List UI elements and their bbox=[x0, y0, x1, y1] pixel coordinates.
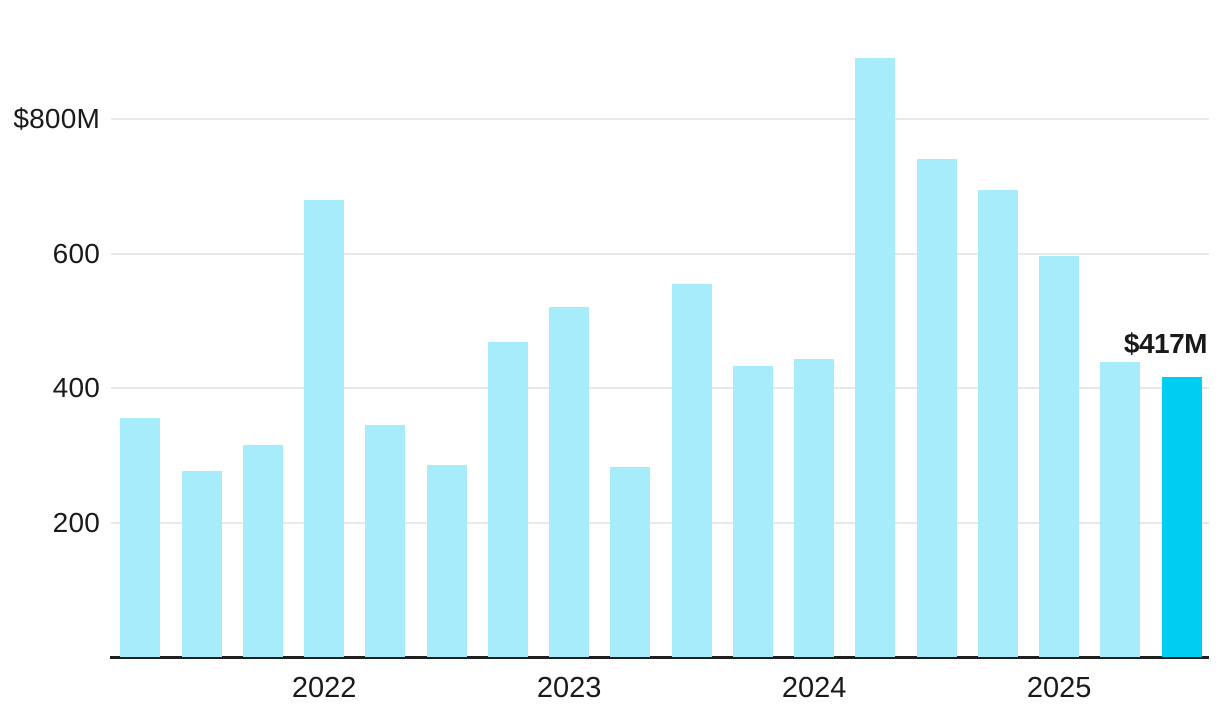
bar bbox=[1039, 256, 1080, 657]
y-axis-tick-label: 200 bbox=[52, 506, 100, 538]
bar bbox=[426, 464, 467, 657]
x-axis-line bbox=[110, 655, 1209, 659]
x-axis-tick-label: 2023 bbox=[536, 672, 602, 704]
gridline bbox=[111, 252, 1209, 255]
gridline bbox=[111, 387, 1209, 389]
gridline bbox=[111, 118, 1209, 120]
bar bbox=[487, 342, 528, 657]
y-axis-tick-label: $800M bbox=[13, 103, 100, 134]
gridline bbox=[111, 521, 1209, 524]
x-axis-tick-label: 2022 bbox=[291, 672, 357, 704]
bar bbox=[977, 190, 1018, 657]
bar bbox=[365, 424, 406, 657]
bar bbox=[671, 284, 712, 657]
bar bbox=[304, 199, 345, 657]
highlight-value-label: $417M bbox=[1123, 328, 1208, 359]
bar bbox=[916, 159, 957, 657]
bar bbox=[120, 418, 161, 657]
bar bbox=[732, 365, 773, 657]
bar bbox=[794, 359, 835, 657]
bar-highlighted bbox=[1161, 376, 1202, 657]
y-axis-tick-label: 600 bbox=[52, 237, 100, 269]
y-axis-tick-label: 400 bbox=[52, 372, 100, 403]
bar bbox=[242, 445, 283, 657]
bar bbox=[610, 467, 651, 657]
x-axis-tick-label: 2025 bbox=[1026, 672, 1092, 704]
bar bbox=[1100, 361, 1141, 657]
bar bbox=[181, 470, 222, 657]
x-axis-tick-label: 2024 bbox=[781, 672, 847, 704]
bar bbox=[855, 57, 896, 657]
bar bbox=[549, 306, 590, 657]
